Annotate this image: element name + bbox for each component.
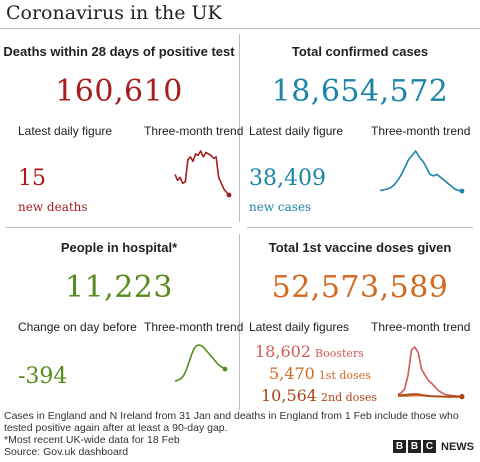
second-doses-trend-endpoint: [459, 394, 465, 400]
first-doses-value: 5,470: [269, 364, 315, 383]
bbc-news-logo: B B C NEWS: [393, 440, 474, 453]
cases-trend-line: [379, 150, 463, 192]
second-doses-line: 10,564 2nd doses: [261, 386, 377, 405]
bbc-logo-b2: B: [408, 440, 421, 453]
cases-trend-label: Three-month trend: [371, 124, 471, 138]
cases-panel: Total confirmed cases 18,654,572 Latest …: [241, 44, 479, 240]
vertical-divider-bottom: [239, 234, 240, 410]
footnote-line1: Cases in England and N Ireland from 31 J…: [4, 410, 459, 434]
cases-daily-label: Latest daily figure: [249, 124, 344, 138]
footnote: Cases in England and N Ireland from 31 J…: [4, 410, 476, 458]
vaccine-panel: Total 1st vaccine doses given 52,573,589…: [241, 240, 479, 436]
vertical-divider-top: [239, 34, 240, 222]
footnote-line2: *Most recent UK-wide data for 18 Feb: [4, 434, 180, 446]
second-doses-value: 10,564: [261, 386, 317, 405]
vaccine-trend-label: Three-month trend: [371, 320, 471, 334]
horizontal-divider-left: [6, 227, 232, 228]
deaths-trend-line: [174, 150, 230, 196]
hospital-panel: People in hospital* 11,223 Change on day…: [0, 240, 243, 436]
boosters-label: Boosters: [314, 347, 364, 360]
bbc-logo-b1: B: [393, 440, 406, 453]
second-doses-label: 2nd doses: [320, 391, 378, 404]
hospital-trend-line: [174, 344, 226, 382]
hospital-trend-chart: [174, 344, 228, 382]
deaths-panel: Deaths within 28 days of positive test 1…: [0, 44, 243, 240]
footnote-source: Source: Gov.uk dashboard: [4, 446, 129, 458]
deaths-heading: Deaths within 28 days of positive test: [3, 44, 235, 59]
first-doses-label: 1st doses: [318, 369, 371, 382]
cases-daily-value: 38,409: [249, 166, 326, 191]
hospital-daily-label: Change on day before: [18, 320, 137, 334]
hospital-trend-label: Three-month trend: [144, 320, 244, 334]
boosters-line: 18,602 Boosters: [255, 342, 364, 361]
deaths-daily-value: 15: [18, 166, 46, 191]
deaths-daily-label: Latest daily figure: [18, 124, 113, 138]
cases-trend-chart: [379, 150, 465, 194]
cases-total: 18,654,572: [271, 74, 449, 109]
deaths-daily-sub: new deaths: [18, 200, 88, 214]
page-title: Coronavirus in the UK: [6, 2, 222, 24]
cases-daily-sub: new cases: [249, 200, 312, 214]
title-bar: Coronavirus in the UK: [0, 0, 480, 29]
cases-trend-endpoint: [459, 188, 465, 194]
hospital-heading: People in hospital*: [60, 240, 178, 255]
vaccine-total: 52,573,589: [271, 270, 449, 305]
second-doses-trend-line: [397, 393, 462, 398]
deaths-trend-label: Three-month trend: [144, 124, 244, 138]
deaths-trend-endpoint: [226, 192, 232, 198]
boosters-trend-line: [397, 346, 463, 398]
deaths-total: 160,610: [55, 74, 183, 109]
cases-heading: Total confirmed cases: [291, 44, 429, 59]
boosters-value: 18,602: [255, 342, 311, 361]
hospital-trend-endpoint: [222, 366, 228, 372]
first-doses-line: 5,470 1st doses: [269, 364, 371, 383]
bbc-logo-c: C: [423, 440, 436, 453]
hospital-total: 11,223: [65, 270, 173, 305]
vaccine-trend-chart: [397, 346, 465, 400]
vaccine-heading: Total 1st vaccine doses given: [268, 240, 452, 255]
deaths-trend-chart: [174, 150, 232, 198]
bbc-logo-news: NEWS: [441, 440, 474, 453]
horizontal-divider-right: [247, 227, 473, 228]
vaccine-daily-label: Latest daily figures: [249, 320, 350, 334]
hospital-daily-value: -394: [18, 364, 68, 389]
